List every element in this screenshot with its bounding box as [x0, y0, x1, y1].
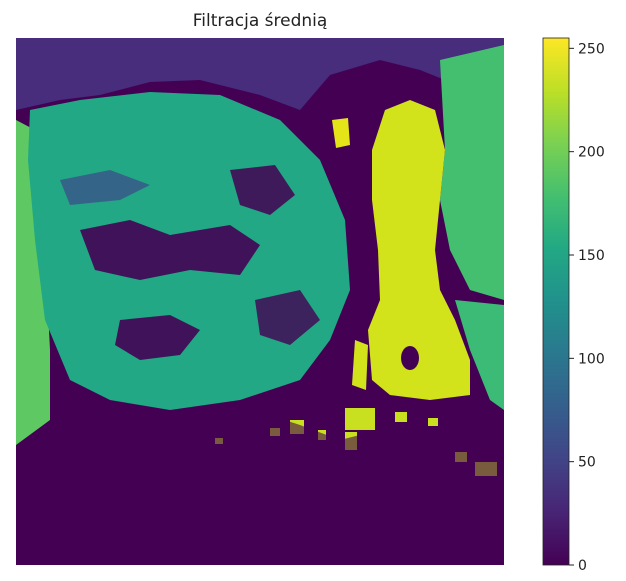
colorbar-tick-label: 0 — [578, 558, 587, 574]
colorbar-tick-label: 250 — [578, 41, 605, 57]
region-face-dark-4 — [230, 165, 295, 215]
region-face-dark-2 — [115, 315, 200, 360]
colorbar-tick-label: 100 — [578, 351, 605, 367]
region-left-strip — [16, 120, 50, 445]
colorbar-tick-label: 50 — [578, 455, 596, 471]
region-top-band — [16, 38, 504, 110]
region-right-teal — [455, 300, 504, 410]
colorbar-tick-label: 200 — [578, 145, 605, 161]
colorbar-gradient — [542, 37, 570, 566]
colorbar: 0 50 100 150 200 250 — [542, 37, 605, 574]
region-bottom-dark — [16, 412, 504, 565]
region-face-dark-1 — [80, 220, 260, 280]
region-face-dark-5 — [255, 290, 320, 345]
colorbar-tick-label: 150 — [578, 248, 605, 264]
region-figure-hole — [401, 346, 419, 370]
region-yellow-figure — [368, 100, 470, 400]
region-right-green — [440, 45, 504, 300]
colorbar-ticks: 0 50 100 150 200 250 — [569, 41, 605, 574]
region-face-dark-3 — [60, 170, 150, 205]
heatmap-image — [16, 38, 504, 565]
region-yellow-bit-2 — [352, 340, 368, 390]
chart-title: Filtracja średnią — [193, 11, 328, 31]
region-yellow-bit-1 — [332, 118, 350, 148]
